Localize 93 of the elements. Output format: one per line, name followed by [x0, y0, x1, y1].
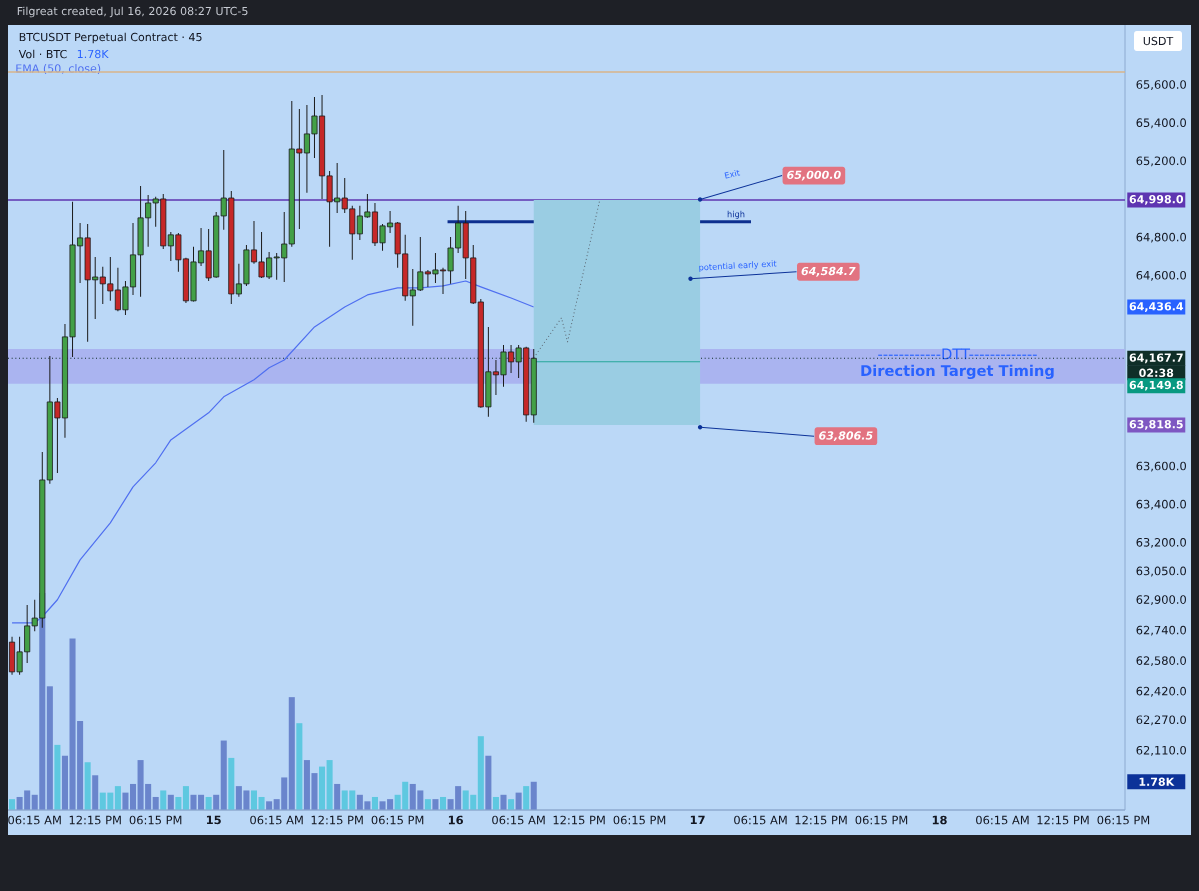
bar	[319, 766, 326, 810]
annotation: Direction Target Timing	[861, 364, 1054, 380]
text: 02:38	[1139, 368, 1174, 377]
bar	[61, 755, 68, 810]
bar	[167, 794, 174, 810]
x-tick-label: 06:15 PM	[1097, 815, 1150, 825]
y-tick-label: 65,600.0	[1136, 80, 1186, 90]
y-axis-title: USDT	[1143, 36, 1174, 46]
bar	[492, 796, 499, 810]
y-tick-label: 65,200.0	[1136, 156, 1186, 167]
y-tick-label: 63,600.0	[1136, 461, 1186, 472]
band-label: ------------DTT-------------	[878, 348, 1037, 360]
bar	[84, 762, 91, 810]
y-tick-label: 63,200.0	[1136, 537, 1186, 548]
bar	[515, 792, 522, 810]
x-tick-label: 12:15 PM	[311, 815, 363, 825]
bar	[46, 686, 53, 810]
x-tick-label: 12:15 PM	[69, 815, 121, 825]
text: 64,436.4	[1129, 302, 1184, 312]
annotation: 63,806.5	[819, 431, 873, 442]
bar	[250, 790, 258, 810]
bar	[258, 796, 265, 810]
chart-title: Vol · BTC	[18, 49, 67, 59]
y-tick-label: 62,270.0	[1136, 715, 1186, 726]
bar	[424, 799, 431, 810]
text: 1.78K	[77, 49, 109, 59]
bar	[129, 783, 137, 810]
x-tick-label: 06:15 PM	[855, 815, 908, 825]
y-tick-label: 63,400.0	[1136, 499, 1186, 510]
bar	[288, 697, 295, 810]
bar	[432, 799, 439, 810]
x-tick-label: 06:15 AM	[250, 815, 303, 825]
bar	[122, 792, 129, 810]
x-tick-label: 12:15 PM	[795, 815, 847, 825]
bar	[439, 796, 447, 810]
x-tick-label: 12:15 PM	[1037, 815, 1089, 825]
annotation: 64,584.7	[801, 266, 856, 277]
chart-subtitle: Filgreat created, Jul 16, 2026 08:27 UTC-5	[17, 6, 248, 18]
bar	[160, 790, 167, 810]
y-tick-label: 63,050.0	[1136, 566, 1186, 577]
bar	[92, 775, 99, 810]
y-tick-label: 62,110.0	[1136, 745, 1186, 756]
bar	[228, 757, 235, 810]
ref-line-label: 64,167.7	[1129, 353, 1183, 364]
text: 63,818.5	[1129, 420, 1183, 430]
x-tick-label: 12:15 PM	[553, 815, 605, 825]
bar	[182, 786, 189, 810]
annotation: high	[727, 210, 745, 219]
ref-line-label: 64,998.0	[1129, 195, 1184, 205]
x-tick-label: 06:15 AM	[976, 815, 1029, 825]
bar	[54, 744, 61, 810]
bar	[205, 796, 212, 810]
y-tick-label: 62,420.0	[1136, 686, 1186, 697]
bar	[152, 796, 159, 810]
bar	[175, 796, 182, 810]
bar	[485, 755, 492, 810]
x-tick-label: 18	[932, 815, 947, 825]
text: BTCUSDT Perpetual Contract · 45	[19, 32, 202, 44]
bar	[523, 786, 530, 810]
x-tick-label: 06:15 PM	[613, 815, 666, 825]
bar	[213, 794, 220, 810]
bar	[9, 799, 16, 810]
x-tick-label: 06:15 AM	[734, 815, 787, 825]
y-tick-label: 62,900.0	[1136, 595, 1186, 606]
bar	[530, 781, 537, 810]
bar	[114, 786, 121, 810]
y-tick-label: 65,400.0	[1136, 118, 1186, 129]
x-tick-label: 06:15 PM	[371, 815, 424, 825]
x-tick-label: 06:15 AM	[8, 815, 61, 825]
annotation: Exit	[724, 169, 741, 179]
bar	[477, 736, 484, 810]
x-tick-label: 15	[206, 815, 221, 825]
y-tick-label: 64,800.0	[1136, 232, 1186, 243]
bar	[508, 799, 515, 810]
bar	[266, 801, 273, 810]
x-tick-label: 17	[690, 815, 705, 825]
line-series	[533, 199, 601, 359]
annotation: potential early exit	[699, 260, 777, 273]
bar	[326, 760, 333, 810]
x-tick-label: 06:15 PM	[129, 815, 182, 825]
y-tick-label: 64,600.0	[1136, 270, 1186, 281]
bar	[296, 723, 303, 810]
bar	[334, 783, 341, 810]
text: 64,149.8	[1129, 380, 1183, 391]
bar	[500, 794, 507, 810]
y-tick-label: 62,740.0	[1136, 625, 1186, 636]
x-tick-label: 06:15 AM	[492, 815, 545, 825]
text: 1.78K	[1139, 777, 1175, 786]
annotation: 65,000.0	[787, 170, 841, 181]
bar	[220, 740, 227, 810]
y-tick-label: 62,580.0	[1136, 656, 1186, 667]
x-tick-label: 16	[448, 815, 463, 825]
bar	[371, 796, 378, 810]
